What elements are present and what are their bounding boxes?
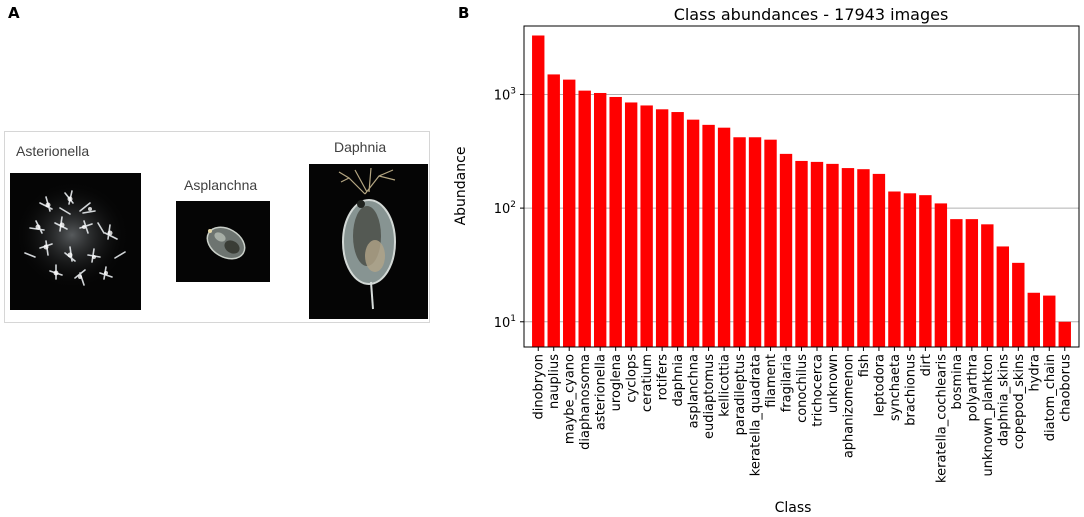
bar-rotifers xyxy=(655,109,669,348)
x-tick-label-25: dirt xyxy=(919,354,934,376)
chart-title: Class abundances - 17943 images xyxy=(674,5,949,24)
asplanchna-label: Asplanchna xyxy=(184,177,258,193)
x-tick-label-1: nauplius xyxy=(547,354,562,409)
bar-nauplius xyxy=(547,74,560,348)
bar-unknown_plankton xyxy=(981,224,994,347)
x-tick-label-33: diatom_chain xyxy=(1043,354,1058,441)
daphnia-photo xyxy=(309,164,428,319)
bar-dirt xyxy=(919,195,932,347)
bar-asplanchna xyxy=(686,119,700,347)
bar-maybe_cyano xyxy=(563,79,576,348)
panel-a-letter: A xyxy=(8,4,20,22)
bar-diatom_chain xyxy=(1043,295,1056,347)
bar-diaphanosoma xyxy=(578,90,591,347)
bar-aphanizomenon xyxy=(841,168,855,347)
bar-conochilus xyxy=(795,160,808,347)
bar-eudiaptomus xyxy=(702,124,715,347)
x-tick-label-18: trichocerca xyxy=(810,354,825,427)
bar-ceratium xyxy=(640,105,653,347)
x-axis-label: Class xyxy=(775,500,812,516)
bar-leptodora xyxy=(872,173,886,347)
x-tick-label-32: hydra xyxy=(1027,354,1042,392)
x-tick-label-26: keratella_cochlearis xyxy=(934,354,949,483)
bar-cyclops xyxy=(624,102,638,348)
daphnia-label: Daphnia xyxy=(334,139,387,155)
bar-synchaeta xyxy=(888,191,901,347)
x-tick-label-16: fragilaria xyxy=(780,354,795,412)
x-tick-label-34: chaoborus xyxy=(1058,354,1073,422)
bar-fish xyxy=(857,169,870,347)
y-tick-label-0: 101 xyxy=(494,314,516,331)
x-tick-label-9: daphnia xyxy=(671,354,686,407)
x-tick-label-11: eudiaptomus xyxy=(702,354,717,439)
specimen-photo-panel: Asterionella xyxy=(4,131,430,323)
bar-trichocerca xyxy=(810,161,824,347)
bar-filament xyxy=(764,139,777,347)
y-axis-label: Abundance xyxy=(453,147,469,226)
bar-hydra xyxy=(1027,292,1040,347)
bar-chaoborus xyxy=(1058,321,1071,347)
x-tick-label-17: conochilus xyxy=(795,354,810,423)
x-tick-label-12: kellicottia xyxy=(718,354,733,417)
x-tick-label-14: keratella_quadrata xyxy=(749,354,764,476)
x-tick-label-0: dinobryon xyxy=(532,354,547,420)
y-tick-label-1: 102 xyxy=(494,200,516,217)
panel-b-letter: B xyxy=(458,4,470,22)
bar-brachionus xyxy=(903,193,917,347)
bar-unknown xyxy=(826,163,839,347)
x-tick-label-13: paradileptus xyxy=(733,354,748,436)
x-tick-label-3: diaphanosoma xyxy=(578,354,593,450)
x-tick-label-31: copepod_skins xyxy=(1012,354,1027,449)
bar-daphnia xyxy=(671,112,684,347)
x-tick-label-5: uroglena xyxy=(609,354,624,411)
y-tick-label-2: 103 xyxy=(494,86,516,103)
bar-paradileptus xyxy=(733,137,746,347)
x-tick-label-10: asplanchna xyxy=(687,354,702,428)
bar-bosmina xyxy=(950,219,963,347)
bar-fragilaria xyxy=(779,153,793,347)
x-tick-label-22: leptodora xyxy=(872,354,887,416)
x-tick-label-24: brachionus xyxy=(903,354,918,426)
x-tick-label-4: asterionella xyxy=(594,354,609,430)
asterionella-label: Asterionella xyxy=(16,143,90,159)
bar-keratella_cochlearis xyxy=(934,203,948,347)
x-tick-label-7: ceratium xyxy=(640,354,655,412)
abundance-bar-chart: Class abundances - 17943 images Abundanc… xyxy=(453,5,1080,516)
bar-keratella_quadrata xyxy=(748,137,762,347)
x-tick-label-29: unknown_plankton xyxy=(981,354,996,476)
x-tick-label-6: cyclops xyxy=(625,354,640,403)
bar-copepod_skins xyxy=(1012,262,1025,347)
bar-kellicottia xyxy=(717,127,731,347)
bar-uroglena xyxy=(609,96,622,347)
x-tick-label-15: filament xyxy=(764,354,779,408)
asplanchna-photo xyxy=(176,201,270,282)
asterionella-photo xyxy=(10,173,141,310)
x-tick-label-19: unknown xyxy=(826,354,841,413)
x-tick-label-21: fish xyxy=(857,354,872,377)
bar-asterionella xyxy=(593,92,607,347)
bar-daphnia_skins xyxy=(996,246,1010,347)
x-tick-label-23: synchaeta xyxy=(888,354,903,421)
x-tick-label-27: bosmina xyxy=(950,354,965,409)
x-tick-label-8: rotifers xyxy=(656,354,671,401)
x-tick-label-30: daphnia_skins xyxy=(996,354,1011,446)
x-tick-label-2: maybe_cyano xyxy=(563,354,578,444)
bar-dinobryon xyxy=(532,35,545,348)
x-tick-label-28: polyarthra xyxy=(965,354,980,421)
bar-polyarthra xyxy=(965,219,979,347)
x-tick-label-20: aphanizomenon xyxy=(841,354,856,458)
